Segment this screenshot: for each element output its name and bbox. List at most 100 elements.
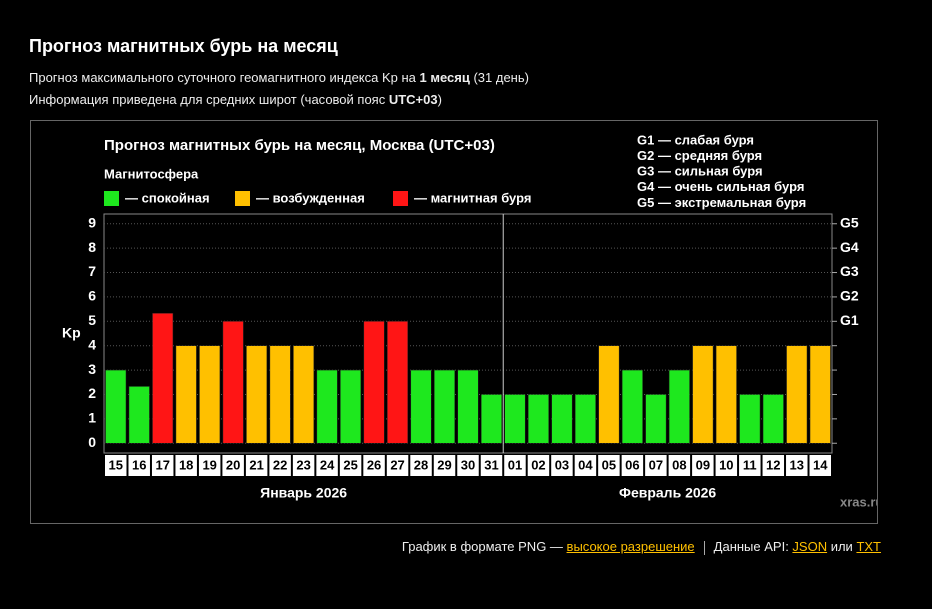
x-tick-box xyxy=(175,455,197,476)
x-tick-label: 28 xyxy=(414,457,428,472)
legend-label: — магнитная буря xyxy=(414,190,531,205)
bar xyxy=(246,345,268,444)
legend-swatch xyxy=(393,191,408,206)
x-tick-box xyxy=(692,455,714,476)
x-tick-box xyxy=(386,455,409,476)
x-tick-box xyxy=(739,455,761,476)
text: График в формате PNG — xyxy=(401,539,567,554)
x-tick-label: 22 xyxy=(273,457,287,472)
x-tick-label: 29 xyxy=(437,457,451,472)
chart-frame: Прогноз магнитных бурь на месяц, Москва … xyxy=(30,120,883,524)
text: 1 месяц xyxy=(419,70,470,85)
bar xyxy=(457,369,479,444)
x-tick-box xyxy=(339,455,362,476)
bar xyxy=(551,394,573,444)
x-tick-box xyxy=(480,455,503,476)
bar xyxy=(527,394,549,444)
month-label: Январь 2026 xyxy=(260,485,347,501)
x-tick-label: 12 xyxy=(766,457,780,472)
x-tick-box xyxy=(621,455,644,476)
link[interactable]: TXT xyxy=(856,539,881,554)
x-tick-label: 17 xyxy=(155,457,169,472)
y-tick-label: 7 xyxy=(88,263,96,279)
link[interactable]: JSON xyxy=(792,539,828,554)
x-tick-box xyxy=(527,455,550,476)
x-tick-label: 18 xyxy=(179,457,193,472)
x-tick-label: 06 xyxy=(625,457,639,472)
g-legend-item: G4 — очень сильная буря xyxy=(637,179,804,194)
y-tick-label: 1 xyxy=(88,410,96,426)
y-axis-label: Kp xyxy=(62,325,81,341)
bar xyxy=(410,369,432,444)
y2-tick-label: G4 xyxy=(840,239,859,255)
legend-label: — возбужденная xyxy=(256,190,365,205)
x-tick-label: 16 xyxy=(132,457,146,472)
bar xyxy=(363,321,385,444)
bar xyxy=(692,345,714,444)
watermark: xras.ru xyxy=(840,494,877,509)
bar xyxy=(668,369,690,444)
y-tick-label: 4 xyxy=(88,336,96,352)
bar xyxy=(434,369,456,444)
x-tick-box xyxy=(809,455,831,476)
text: Данные API: xyxy=(713,539,793,554)
x-tick-box xyxy=(151,455,174,476)
legend-label: — спокойная xyxy=(125,190,210,205)
bar xyxy=(645,394,667,444)
x-tick-box xyxy=(222,455,244,476)
x-tick-label: 15 xyxy=(109,457,123,472)
y-tick-label: 2 xyxy=(88,385,96,401)
x-tick-box xyxy=(245,455,268,476)
y-tick-label: 8 xyxy=(88,239,96,255)
bar xyxy=(152,313,174,444)
text: Информация приведена для средних широт (… xyxy=(29,92,389,107)
legend-swatch xyxy=(104,191,119,206)
bar xyxy=(199,345,221,444)
plot-area xyxy=(103,213,833,454)
bar xyxy=(293,345,315,444)
text: UTC+03 xyxy=(388,92,438,107)
chart: Прогноз магнитных бурь на месяц, Москва … xyxy=(62,132,883,509)
x-tick-label: 30 xyxy=(461,457,475,472)
y-tick-label: 6 xyxy=(88,288,96,304)
link[interactable]: высокое разрешение xyxy=(566,539,695,554)
bar xyxy=(340,369,362,444)
x-tick-label: 14 xyxy=(813,457,828,472)
g-legend-item: G1 — слабая буря xyxy=(637,132,754,147)
x-tick-label: 11 xyxy=(743,457,757,472)
bar xyxy=(739,394,761,444)
info-line: Прогноз максимального суточного геомагни… xyxy=(29,70,529,85)
x-tick-label: 13 xyxy=(790,457,804,472)
x-tick-box xyxy=(433,455,456,476)
x-tick-label: 10 xyxy=(719,457,733,472)
x-tick-box xyxy=(363,455,385,476)
y-tick-label: 5 xyxy=(88,312,96,328)
x-tick-box xyxy=(504,455,526,476)
x-tick-label: 21 xyxy=(249,457,263,472)
bar xyxy=(480,394,502,444)
y2-tick-label: G2 xyxy=(840,288,859,304)
legend-title: Магнитосфера xyxy=(104,166,199,181)
x-tick-box xyxy=(316,455,338,476)
x-tick-label: 03 xyxy=(555,457,569,472)
g-legend-item: G2 — средняя буря xyxy=(637,148,762,163)
g-legend-item: G3 — сильная буря xyxy=(637,164,763,179)
bar xyxy=(269,345,291,444)
bar xyxy=(128,386,150,444)
x-tick-box xyxy=(668,455,691,476)
x-tick-label: 25 xyxy=(343,457,357,472)
bar xyxy=(715,345,737,444)
x-tick-label: 01 xyxy=(508,457,522,472)
separator xyxy=(703,540,705,555)
x-tick-box xyxy=(574,455,597,476)
bar xyxy=(504,394,526,444)
x-tick-label: 20 xyxy=(226,457,240,472)
x-tick-label: 07 xyxy=(649,457,663,472)
x-tick-box xyxy=(762,455,785,476)
month-label: Февраль 2026 xyxy=(619,485,716,501)
x-tick-label: 04 xyxy=(578,457,593,472)
x-tick-label: 02 xyxy=(531,457,545,472)
bar xyxy=(222,321,244,444)
x-tick-box xyxy=(105,455,127,476)
x-tick-label: 19 xyxy=(202,457,216,472)
